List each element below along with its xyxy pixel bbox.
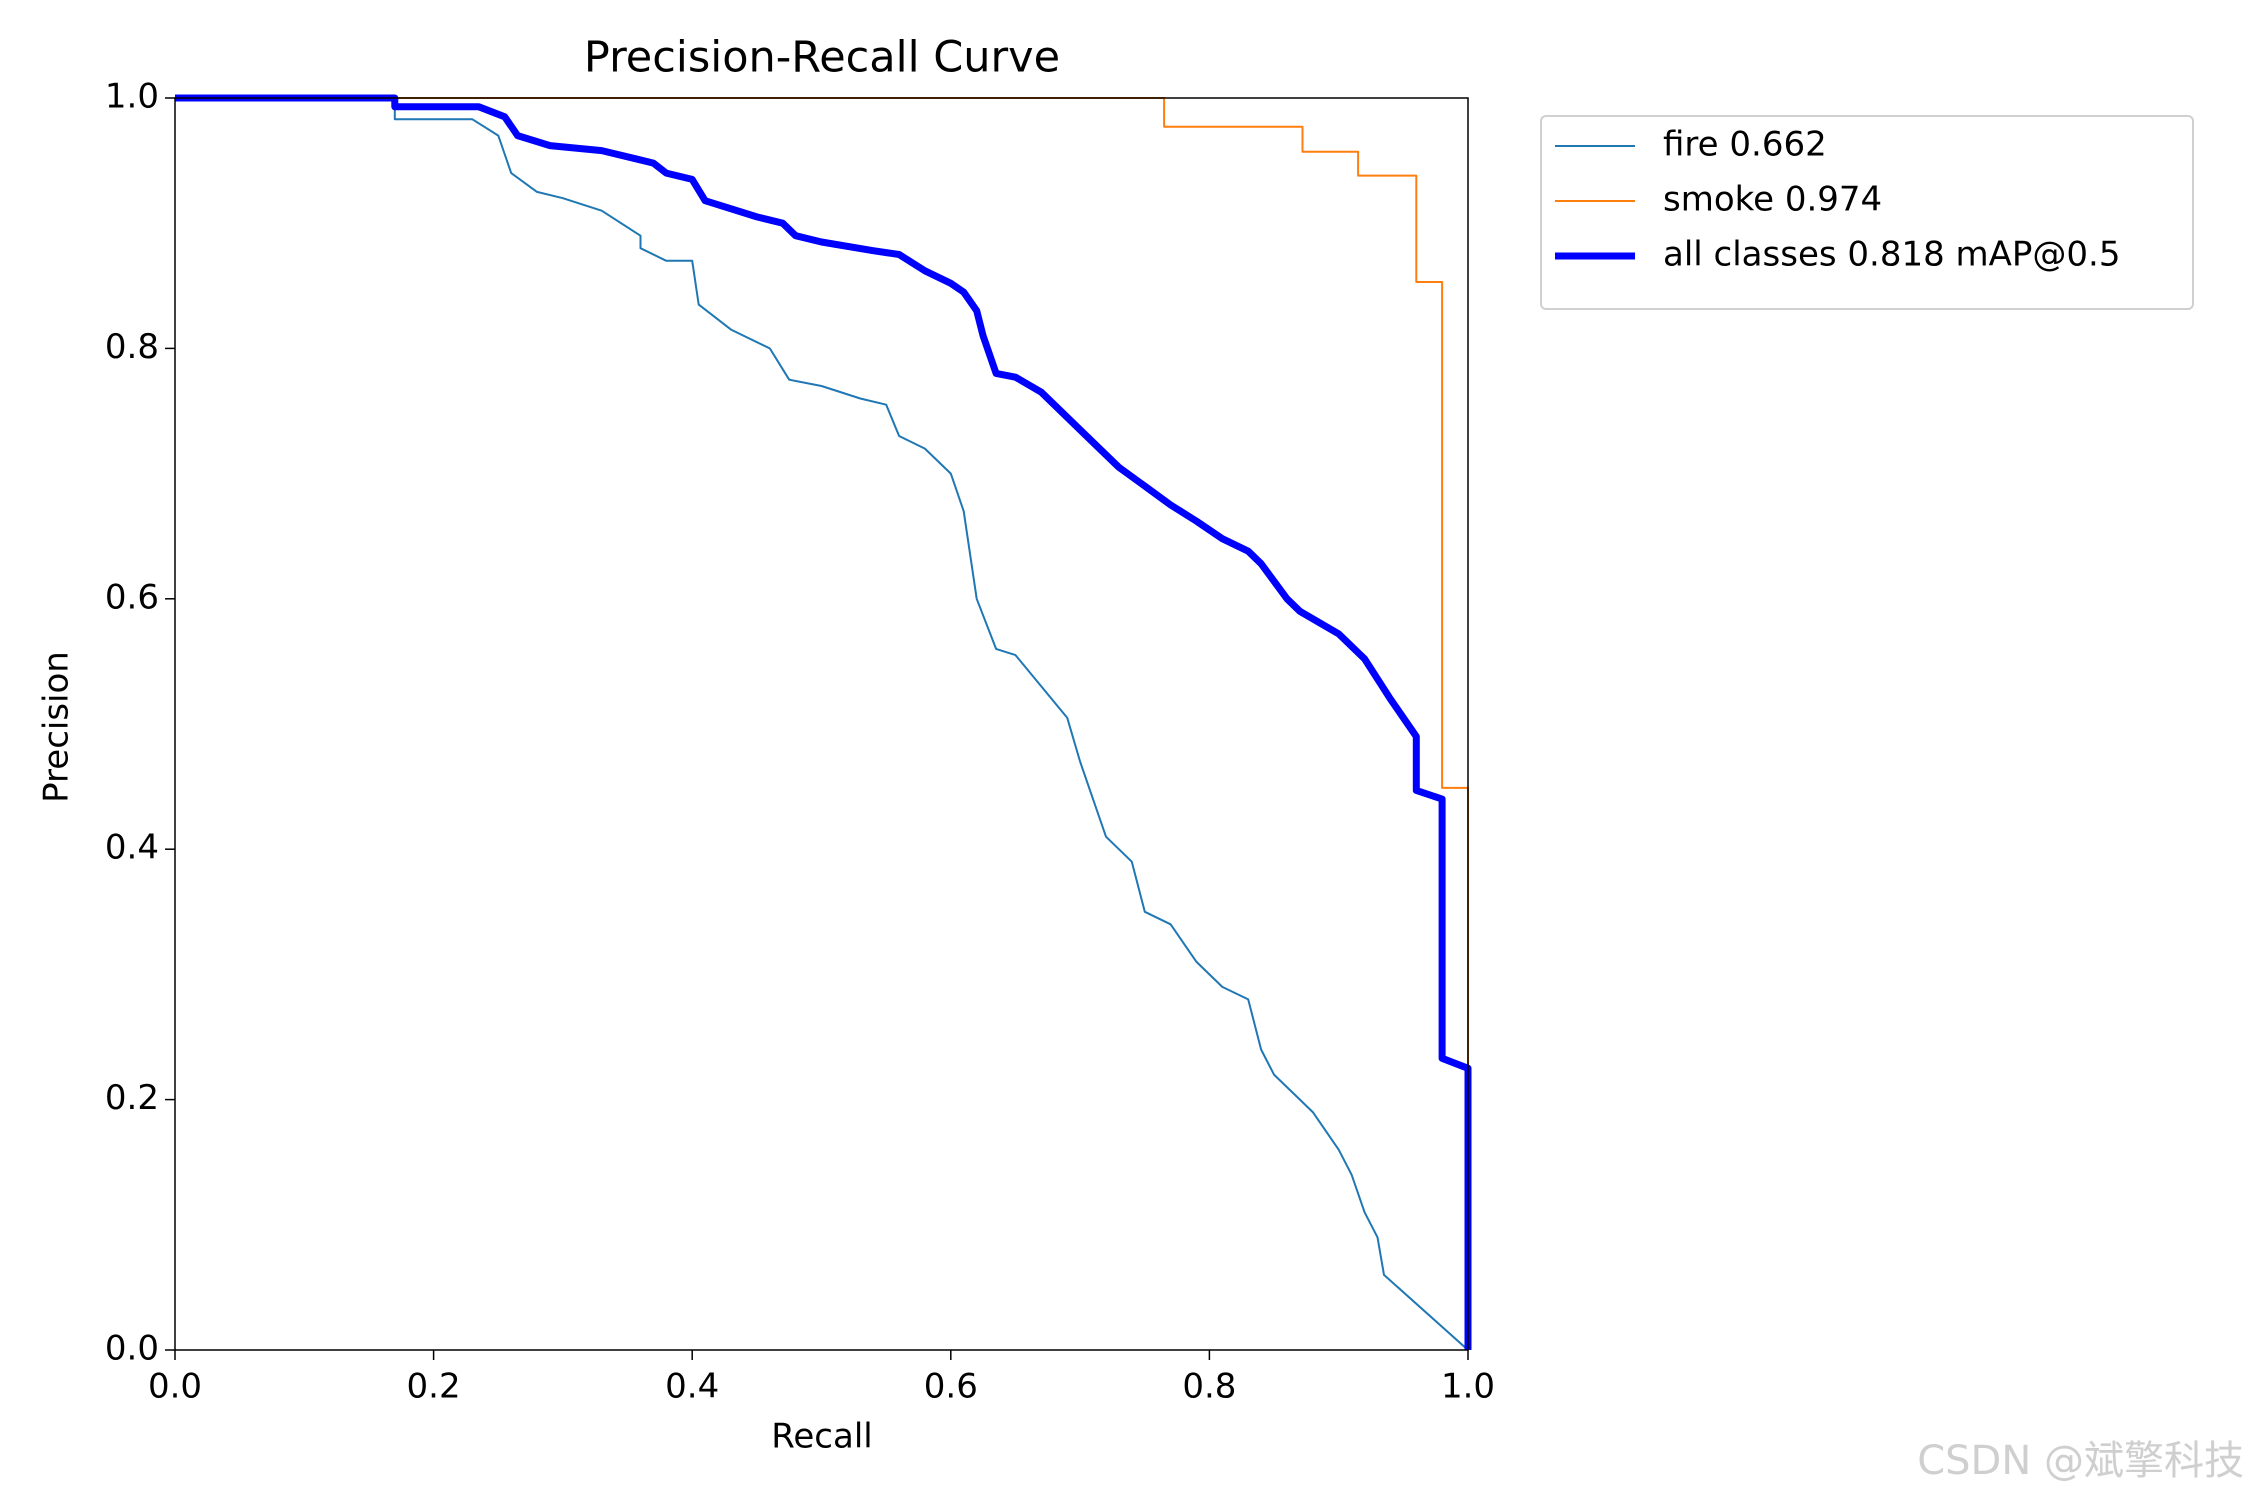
- x-tick-label: 0.4: [665, 1367, 719, 1407]
- watermark: CSDN @斌擎科技: [1917, 1438, 2244, 1484]
- plot-area: 0.0 0.2 0.4 0.6 0.8 1.0 0.0 0.2 0.4 0.6 0.8 1.0: [105, 77, 1495, 1407]
- plot-frame: [174, 97, 1469, 1351]
- series-line: [175, 97, 1469, 1075]
- x-tick-label: 0.2: [407, 1367, 461, 1407]
- x-tick-label: 0.0: [148, 1367, 202, 1407]
- legend-box: [1540, 115, 2194, 310]
- y-tick-label: 1.0: [105, 77, 159, 117]
- y-tick-label: 0.6: [105, 577, 159, 617]
- y-axis-label: Precision: [37, 651, 77, 803]
- legend-label: all classes 0.818 mAP@0.5: [1663, 235, 2120, 275]
- legend: fire 0.662 smoke 0.974 all classes 0.818 m…: [1540, 115, 2194, 310]
- legend-label: smoke 0.974: [1663, 180, 1882, 220]
- x-tick-label: 0.8: [1182, 1367, 1236, 1407]
- y-tick-label: 0.0: [105, 1329, 159, 1369]
- x-tick-label: 0.6: [924, 1367, 978, 1407]
- series-line: [175, 97, 1469, 1351]
- x-tick-label: 1.0: [1441, 1367, 1495, 1407]
- chart-title: Precision-Recall Curve: [584, 33, 1060, 83]
- x-axis-label: Recall: [771, 1417, 872, 1457]
- series-line: [175, 94, 1472, 1350]
- legend-label: fire 0.662: [1663, 125, 1827, 165]
- y-tick-label: 0.8: [105, 327, 159, 367]
- y-tick-label: 0.2: [105, 1078, 159, 1118]
- y-tick-label: 0.4: [105, 828, 159, 868]
